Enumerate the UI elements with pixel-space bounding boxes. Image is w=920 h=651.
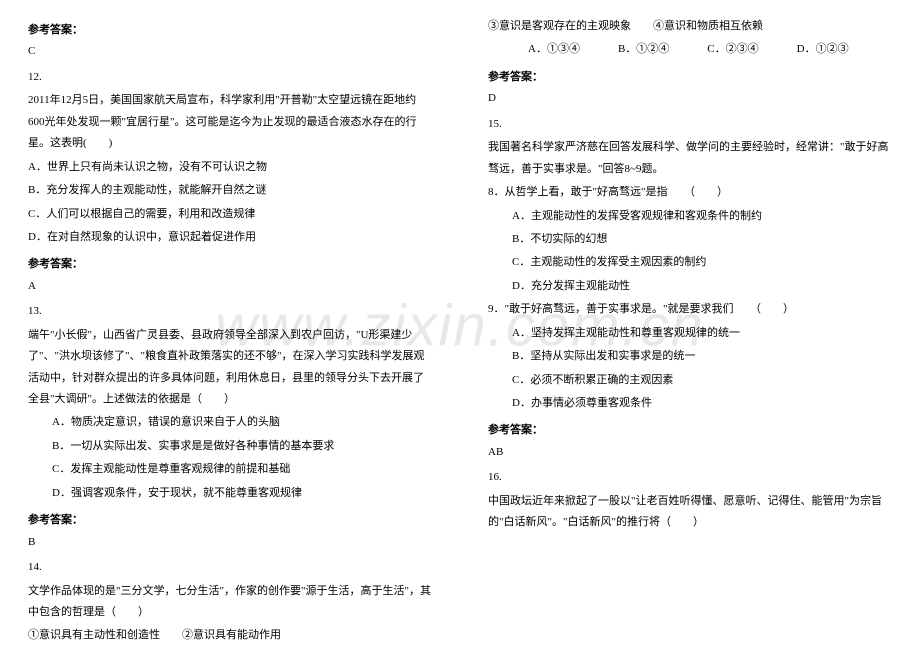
q15-text: 我国著名科学家严济慈在回答发展科学、做学问的主要经验时，经常讲："敢于好高骛远，… bbox=[488, 137, 892, 180]
q12-number: 12. bbox=[28, 67, 432, 88]
q14-text: 文学作品体现的是"三分文学，七分生活"，作家的创作要"源于生活，高于生活"，其中… bbox=[28, 581, 432, 624]
q14-opt-a: A．①③④ bbox=[528, 39, 580, 60]
left-column: 参考答案： C 12. 2011年12月5日，美国国家航天局宣布，科学家利用"开… bbox=[0, 0, 460, 651]
q12-text: 2011年12月5日，美国国家航天局宣布，科学家利用"开普勒"太空望远镜在距地约… bbox=[28, 90, 432, 154]
q15-8: 8．从哲学上看，敢于"好高骛远"是指 （ ） bbox=[488, 182, 892, 203]
q14-options: A．①③④ B．①②④ C．②③④ D．①②③ bbox=[528, 39, 892, 60]
q15-9d: D．办事情必须尊重客观条件 bbox=[512, 393, 892, 414]
q13-opt-b: B．一切从实际出发、实事求是是做好各种事情的基本要求 bbox=[52, 436, 432, 457]
q14-opt-d: D．①②③ bbox=[797, 39, 849, 60]
q15-number: 15. bbox=[488, 114, 892, 135]
answer-value-13: B bbox=[28, 532, 432, 553]
q15-9a: A．坚持发挥主观能动性和尊重客观规律的统一 bbox=[512, 323, 892, 344]
q14-opt-c: C．②③④ bbox=[707, 39, 758, 60]
answer-label-14: 参考答案： bbox=[488, 67, 892, 88]
q12-opt-c: C．人们可以根据自己的需要，利用和改造规律 bbox=[28, 204, 432, 225]
q13-number: 13. bbox=[28, 301, 432, 322]
q15-8d: D．充分发挥主观能动性 bbox=[512, 276, 892, 297]
q12-opt-d: D．在对自然现象的认识中，意识起着促进作用 bbox=[28, 227, 432, 248]
q15-8a: A．主观能动性的发挥受客观规律和客观条件的制约 bbox=[512, 206, 892, 227]
q15-9b: B．坚持从实际出发和实事求是的统一 bbox=[512, 346, 892, 367]
answer-value-14: D bbox=[488, 88, 892, 109]
q14-number: 14. bbox=[28, 557, 432, 578]
q12-opt-a: A．世界上只有尚未认识之物，没有不可认识之物 bbox=[28, 157, 432, 178]
answer-value-11: C bbox=[28, 41, 432, 62]
q16-text: 中国政坛近年来掀起了一股以"让老百姓听得懂、愿意听、记得住、能管用"为宗旨的"白… bbox=[488, 491, 892, 534]
answer-label-13: 参考答案： bbox=[28, 510, 432, 531]
answer-value-12: A bbox=[28, 276, 432, 297]
q14-line1: ①意识具有主动性和创造性 ②意识具有能动作用 bbox=[28, 625, 432, 646]
q14-opt-b: B．①②④ bbox=[618, 39, 669, 60]
q15-9: 9．"敢于好高骛远，善于实事求是。"就是要求我们 （ ） bbox=[488, 299, 892, 320]
q13-opt-a: A．物质决定意识，错误的意识来自于人的头脑 bbox=[52, 412, 432, 433]
q15-9c: C．必须不断积累正确的主观因素 bbox=[512, 370, 892, 391]
q15-8b: B．不切实际的幻想 bbox=[512, 229, 892, 250]
answer-label-11: 参考答案： bbox=[28, 20, 432, 41]
q13-text: 端午"小长假"，山西省广灵县委、县政府领导全部深入到农户回访，"U形渠建少了"、… bbox=[28, 325, 432, 411]
right-column: ③意识是客观存在的主观映象 ④意识和物质相互依赖 A．①③④ B．①②④ C．②… bbox=[460, 0, 920, 651]
answer-value-15: AB bbox=[488, 442, 892, 463]
q13-opt-d: D．强调客观条件，安于现状，就不能尊重客观规律 bbox=[52, 483, 432, 504]
q14-line2: ③意识是客观存在的主观映象 ④意识和物质相互依赖 bbox=[488, 16, 892, 37]
q12-opt-b: B．充分发挥人的主观能动性，就能解开自然之谜 bbox=[28, 180, 432, 201]
answer-label-15: 参考答案： bbox=[488, 420, 892, 441]
answer-label-12: 参考答案： bbox=[28, 254, 432, 275]
q16-number: 16. bbox=[488, 467, 892, 488]
q15-8c: C．主观能动性的发挥受主观因素的制约 bbox=[512, 252, 892, 273]
q13-opt-c: C．发挥主观能动性是尊重客观规律的前提和基础 bbox=[52, 459, 432, 480]
